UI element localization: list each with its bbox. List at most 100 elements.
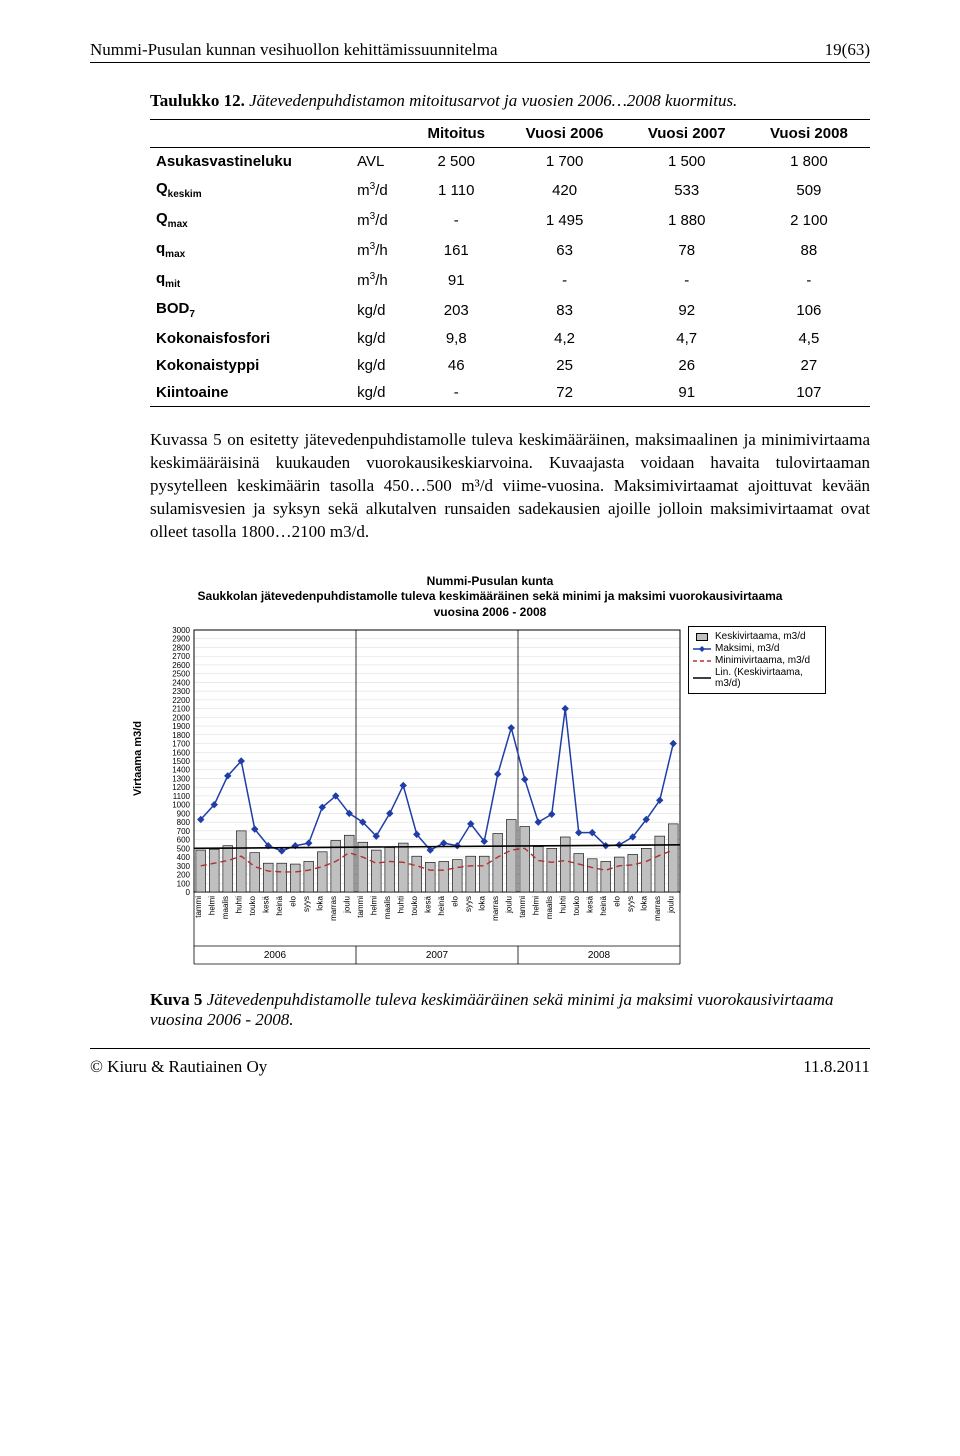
svg-text:1800: 1800 [172,731,190,740]
svg-text:tammi: tammi [194,896,203,918]
cell: 1 110 [409,175,504,205]
row-unit: m3/d [351,205,409,235]
cell: - [409,205,504,235]
table-header [150,120,351,148]
svg-text:loka: loka [639,896,648,911]
cell: - [626,265,748,295]
cell: 420 [504,175,626,205]
chart-title-2: Saukkolan jätevedenpuhdistamolle tuleva … [150,589,830,605]
svg-text:2006: 2006 [264,950,287,961]
svg-text:syys: syys [464,896,473,912]
legend-item: Lin. (Keskivirtaama, m3/d) [693,667,821,689]
svg-text:tammi: tammi [518,896,527,918]
row-label: Asukasvastineluku [150,148,351,176]
svg-text:900: 900 [177,810,191,819]
cell: 2 500 [409,148,504,176]
cell: 1 495 [504,205,626,235]
table-row: qmitm3/h91--- [150,265,870,295]
svg-text:200: 200 [177,871,191,880]
header-rule [90,62,870,63]
svg-text:300: 300 [177,862,191,871]
cell: 63 [504,235,626,265]
svg-text:2800: 2800 [172,644,190,653]
cell: 78 [626,235,748,265]
svg-text:kesä: kesä [585,896,594,913]
page-number: 19(63) [825,40,870,60]
legend-swatch [693,674,711,682]
cell: 203 [409,295,504,325]
svg-text:2008: 2008 [588,950,611,961]
svg-text:marras: marras [491,896,500,921]
svg-text:2100: 2100 [172,705,190,714]
svg-text:800: 800 [177,819,191,828]
table-row: Kokonaistyppikg/d46252627 [150,352,870,379]
cell: 161 [409,235,504,265]
svg-text:huhti: huhti [396,896,405,914]
row-unit: kg/d [351,295,409,325]
cell: 4,5 [748,325,870,352]
svg-text:huhti: huhti [558,896,567,914]
legend-swatch [693,633,711,641]
svg-text:2900: 2900 [172,635,190,644]
legend-item: Keskivirtaama, m3/d [693,631,821,642]
svg-text:maalis: maalis [545,896,554,919]
svg-text:500: 500 [177,845,191,854]
footer-left: © Kiuru & Rautiainen Oy [90,1057,267,1077]
footer-rule [90,1048,870,1049]
row-label: qmax [150,235,351,265]
svg-text:maalis: maalis [383,896,392,919]
svg-text:3000: 3000 [172,626,190,635]
svg-text:tammi: tammi [356,896,365,918]
row-unit: m3/d [351,175,409,205]
flow-chart: Nummi-Pusulan kunta Saukkolan jätevedenp… [150,574,830,967]
row-label: Kokonaisfosfori [150,325,351,352]
table-caption: Taulukko 12. Jätevedenpuhdistamon mitoit… [150,91,870,111]
row-unit: kg/d [351,325,409,352]
row-label: BOD7 [150,295,351,325]
cell: 1 700 [504,148,626,176]
row-label: Qmax [150,205,351,235]
svg-text:heinä: heinä [437,896,446,916]
svg-text:2400: 2400 [172,679,190,688]
svg-text:400: 400 [177,854,191,863]
svg-text:helmi: helmi [531,896,540,915]
cell: 83 [504,295,626,325]
svg-text:maalis: maalis [221,896,230,919]
table-header: Mitoitus [409,120,504,148]
cell: 25 [504,352,626,379]
legend-swatch [693,645,711,653]
svg-text:1700: 1700 [172,740,190,749]
legend-item: Minimivirtaama, m3/d [693,655,821,666]
cell: 88 [748,235,870,265]
svg-text:100: 100 [177,880,191,889]
svg-text:helmi: helmi [207,896,216,915]
cell: 9,8 [409,325,504,352]
table-header [351,120,409,148]
svg-text:touko: touko [410,896,419,916]
svg-text:loka: loka [477,896,486,911]
cell: 1 800 [748,148,870,176]
svg-text:700: 700 [177,827,191,836]
legend-label: Lin. (Keskivirtaama, m3/d) [715,667,821,689]
cell: 27 [748,352,870,379]
table-row: Qkeskimm3/d1 110420533509 [150,175,870,205]
svg-text:1400: 1400 [172,766,190,775]
cell: 92 [626,295,748,325]
legend-label: Maksimi, m3/d [715,643,779,654]
svg-text:0: 0 [186,888,191,897]
legend-label: Minimivirtaama, m3/d [715,655,810,666]
svg-text:heinä: heinä [599,896,608,916]
chart-title-1: Nummi-Pusulan kunta [150,574,830,590]
legend-swatch [693,657,711,665]
table-header: Vuosi 2007 [626,120,748,148]
legend-item: Maksimi, m3/d [693,643,821,654]
svg-text:joulu: joulu [504,896,513,914]
legend-label: Keskivirtaama, m3/d [715,631,806,642]
row-unit: AVL [351,148,409,176]
cell: - [748,265,870,295]
svg-text:1000: 1000 [172,801,190,810]
row-unit: m3/h [351,235,409,265]
cell: 26 [626,352,748,379]
cell: 91 [409,265,504,295]
fig-caption-text: Jätevedenpuhdistamolle tuleva keskimäärä… [150,990,834,1029]
